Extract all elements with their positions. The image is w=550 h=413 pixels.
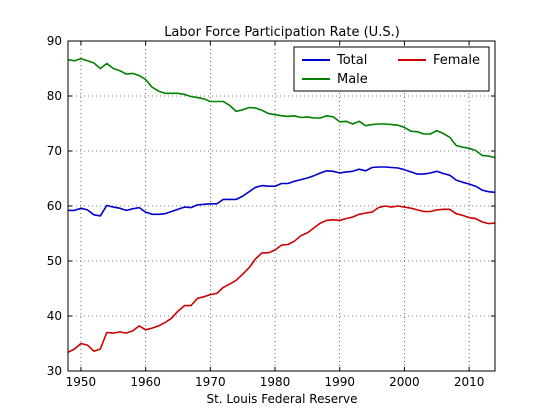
legend-box — [293, 46, 490, 92]
y-tick-label: 30 — [47, 364, 62, 378]
x-tick-label: 2010 — [454, 375, 485, 389]
series-line-male — [67, 57, 496, 159]
series-lines — [67, 57, 496, 354]
chart-title: Labor Force Participation Rate (U.S.) — [164, 25, 400, 40]
x-tick-label: 2000 — [389, 375, 420, 389]
y-tick-label: 90 — [47, 34, 62, 48]
x-tick-label: 1960 — [130, 375, 161, 389]
y-tick-label: 60 — [47, 199, 62, 213]
x-tick-label: 1990 — [324, 375, 355, 389]
y-tick-label: 70 — [47, 144, 62, 158]
x-tick-label: 1970 — [195, 375, 226, 389]
legend-label-female: Female — [433, 53, 480, 68]
y-tick-label: 40 — [47, 309, 62, 323]
axis-ticks: 1950 1960 1970 1980 1990 2000 2010 30 40 50 60 70 80… — [47, 34, 495, 389]
legend-label-total: Total — [336, 53, 367, 68]
x-tick-label: 1980 — [260, 375, 291, 389]
legend-label-male: Male — [337, 72, 368, 87]
y-tick-label: 50 — [47, 254, 62, 268]
y-tick-label: 80 — [47, 89, 62, 103]
x-axis-label: St. Louis Federal Reserve — [206, 392, 357, 406]
legend: Total Male Female — [293, 46, 490, 92]
x-tick-label: 1950 — [66, 375, 97, 389]
series-line-total — [68, 166, 496, 217]
series-line-female — [67, 205, 496, 354]
